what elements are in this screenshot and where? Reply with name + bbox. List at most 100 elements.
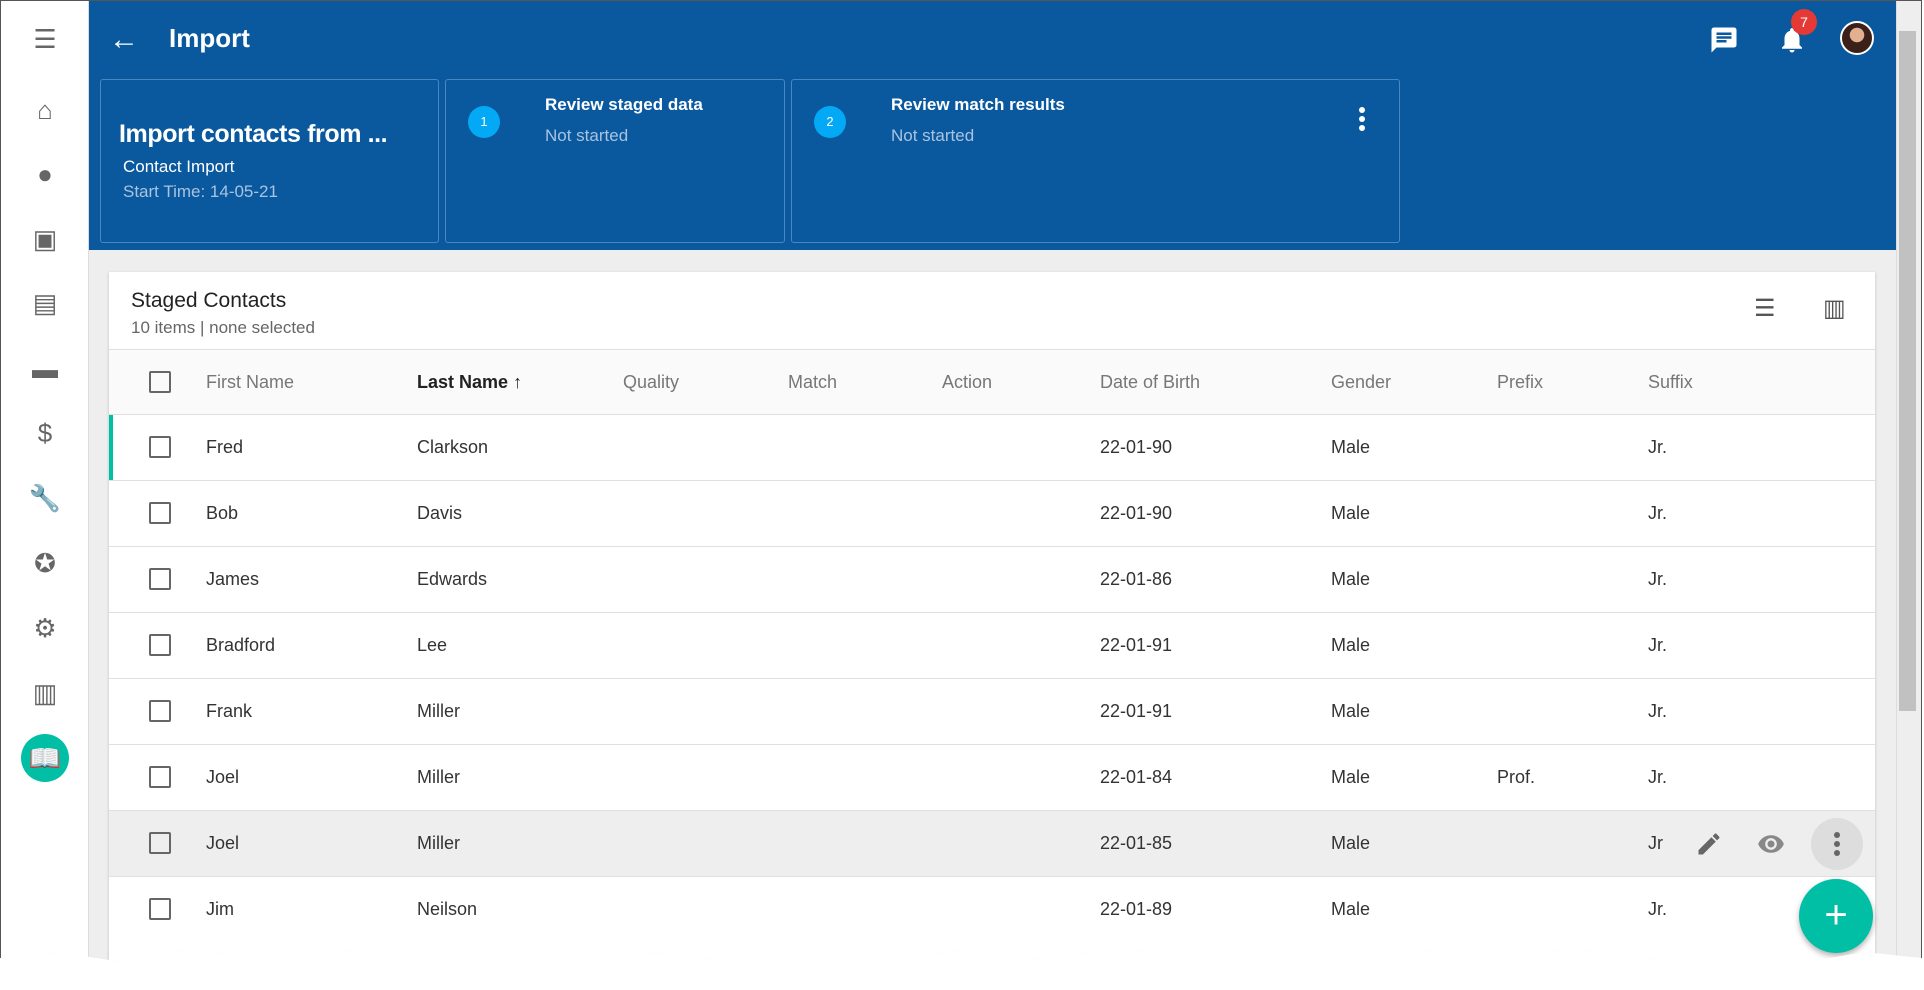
sidebar: ☰ ⌂ ● ▣ ▤ ▬ $ 🔧 ✪ ⚙ ▥ 📖	[1, 1, 89, 962]
table-row[interactable]: Frank Miller 22-01-91 Male Jr.	[109, 678, 1875, 744]
star-icon[interactable]: ✪	[34, 547, 56, 578]
col-prefix[interactable]: Prefix	[1497, 372, 1544, 392]
cell-last-name: Miller	[417, 767, 460, 787]
import-type: Contact Import	[123, 157, 235, 176]
add-button[interactable]: +	[1799, 879, 1873, 953]
cell-first-name: Joel	[206, 833, 240, 853]
calendar-icon[interactable]: ▣	[32, 223, 58, 254]
book-icon[interactable]: 📖	[21, 734, 69, 782]
columns-icon[interactable]: ▥	[1823, 295, 1846, 322]
table-header: First Name Last Name ↑ Quality Match Act…	[109, 349, 1875, 415]
row-checkbox[interactable]	[149, 568, 171, 590]
folder-icon[interactable]: ▬	[32, 353, 58, 384]
col-last-name-label: Last Name	[417, 372, 509, 392]
clipboard-icon[interactable]: ▤	[32, 287, 58, 318]
row-more-icon	[1834, 832, 1840, 856]
cell-suffix: Jr.	[1648, 437, 1668, 457]
step-number: 1	[468, 106, 500, 138]
row-checkbox[interactable]	[149, 634, 171, 656]
row-checkbox[interactable]	[149, 832, 171, 854]
cell-dob: 22-01-89	[1100, 899, 1173, 919]
reports-icon[interactable]: ▥	[32, 677, 58, 708]
cell-first-name: Bradford	[206, 635, 276, 655]
row-checkbox[interactable]	[149, 700, 171, 722]
wrench-icon[interactable]: 🔧	[28, 482, 62, 513]
edit-icon[interactable]	[1695, 830, 1723, 858]
table-row[interactable]: Jim Neilson 22-01-89 Male Jr.	[109, 876, 1875, 942]
start-time: Start Time: 14-05-21	[123, 182, 278, 201]
cell-gender: Male	[1331, 437, 1371, 457]
back-arrow-icon[interactable]: ←	[109, 23, 139, 56]
col-last-name[interactable]: Last Name ↑	[417, 372, 522, 393]
table-row[interactable]: Joel Miller 22-01-84 Male Prof. Jr.	[109, 744, 1875, 810]
col-dob[interactable]: Date of Birth	[1100, 372, 1201, 392]
cell-suffix: Jr.	[1648, 767, 1668, 787]
step-status: Not started	[891, 126, 975, 145]
cell-first-name: Fred	[206, 437, 244, 457]
table-row[interactable]: Joel Miller 22-01-85 Male Jr	[109, 810, 1875, 876]
table-row[interactable]: Bradford Lee 22-01-91 Male Jr.	[109, 612, 1875, 678]
cell-first-name: Bob	[206, 503, 239, 523]
table-subtitle: 10 items | none selected	[131, 318, 315, 337]
row-checkbox[interactable]	[149, 502, 171, 524]
table-title: Staged Contacts	[131, 289, 287, 312]
cell-last-name: Neilson	[417, 899, 478, 919]
col-suffix[interactable]: Suffix	[1648, 372, 1693, 392]
cell-suffix: Jr.	[1648, 503, 1668, 523]
col-match[interactable]: Match	[788, 372, 838, 392]
cell-dob: 22-01-91	[1100, 701, 1173, 721]
row-checkbox[interactable]	[149, 766, 171, 788]
cell-suffix: Jr.	[1648, 635, 1668, 655]
cell-last-name: Edwards	[417, 569, 488, 589]
cell-suffix: Jr.	[1648, 569, 1668, 589]
cell-gender: Male	[1331, 503, 1371, 523]
col-gender[interactable]: Gender	[1331, 372, 1392, 392]
cell-suffix: Jr	[1648, 833, 1663, 853]
col-first-name[interactable]: First Name	[206, 372, 295, 392]
step-card-2[interactable]: 2 Review match results Not started	[791, 79, 1400, 243]
table-row[interactable]: Fred Clarkson 22-01-90 Male Jr.	[109, 414, 1875, 481]
row-checkbox[interactable]	[149, 898, 171, 920]
avatar[interactable]	[1840, 21, 1874, 55]
more-vert-icon[interactable]	[1358, 106, 1366, 132]
chat-icon[interactable]	[1709, 25, 1739, 55]
sort-icon[interactable]: ☰	[1754, 295, 1776, 322]
cell-gender: Male	[1331, 767, 1371, 787]
page-title: Import	[169, 23, 250, 53]
cell-gender: Male	[1331, 899, 1371, 919]
menu-icon[interactable]: ☰	[33, 23, 57, 54]
step-card-1[interactable]: 1 Review staged data Not started	[445, 79, 785, 243]
settings-icon[interactable]: ⚙	[33, 612, 57, 643]
cell-first-name: Joel	[206, 767, 240, 787]
billing-icon[interactable]: $	[37, 417, 53, 448]
arrow-up-icon: ↑	[513, 372, 523, 392]
cell-last-name: Clarkson	[417, 437, 489, 457]
import-title: Import contacts from ...	[119, 120, 388, 148]
table-row[interactable]: Bob Davis 22-01-90 Male Jr.	[109, 480, 1875, 546]
bell-icon[interactable]	[1777, 25, 1807, 55]
cell-last-name: Miller	[417, 701, 460, 721]
cell-last-name: Miller	[417, 833, 460, 853]
table-row[interactable]: James Edwards 22-01-86 Male Jr.	[109, 546, 1875, 612]
account-icon[interactable]: ●	[37, 158, 53, 189]
cell-dob: 22-01-91	[1100, 635, 1173, 655]
col-action[interactable]: Action	[942, 372, 993, 392]
col-quality[interactable]: Quality	[623, 372, 680, 392]
select-all-checkbox[interactable]	[149, 371, 171, 393]
cell-dob: 22-01-90	[1100, 503, 1173, 523]
row-checkbox[interactable]	[149, 436, 171, 458]
eye-icon[interactable]	[1757, 830, 1785, 858]
cell-gender: Male	[1331, 635, 1371, 655]
staged-contacts-panel: Staged Contacts 10 items | none selected…	[109, 272, 1875, 962]
step-title: Review match results	[891, 95, 1065, 114]
scrollbar-thumb[interactable]	[1899, 31, 1916, 711]
cell-first-name: Frank	[206, 701, 253, 721]
cell-first-name: Jim	[206, 899, 234, 919]
scrollbar[interactable]	[1896, 1, 1917, 962]
cell-dob: 22-01-84	[1100, 767, 1173, 787]
home-icon[interactable]: ⌂	[37, 94, 53, 125]
row-more-button[interactable]	[1811, 818, 1863, 870]
cell-gender: Male	[1331, 569, 1371, 589]
cell-first-name: James	[206, 569, 260, 589]
